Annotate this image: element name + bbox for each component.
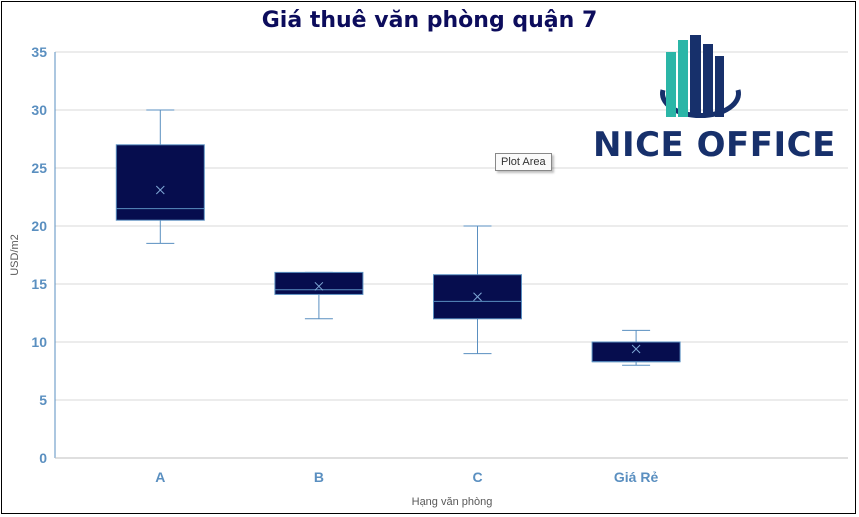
nice-office-logo [588, 30, 813, 165]
y-tick-label: 20 [31, 218, 47, 234]
x-tick-label: C [472, 469, 482, 485]
y-tick-label: 10 [31, 334, 47, 350]
mean-marker [314, 281, 324, 291]
y-tick-label: 5 [39, 392, 47, 408]
x-tick-label: B [314, 469, 324, 485]
y-axis-title: USD/m2 [9, 234, 21, 276]
y-tick-label: 35 [31, 44, 47, 60]
box [274, 271, 364, 295]
plot-area-tooltip: Plot Area [495, 153, 552, 171]
box [115, 144, 205, 221]
y-tick-label: 30 [31, 102, 47, 118]
chart-title: Giá thuê văn phòng quận 7 [261, 8, 598, 33]
logo-text: NICE OFFICE [593, 125, 836, 165]
mean-marker [631, 344, 641, 354]
y-tick-label: 0 [39, 450, 47, 466]
y-tick-label: 15 [31, 276, 47, 292]
x-tick-label: Giá Rẻ [614, 469, 659, 485]
mean-marker [155, 185, 165, 195]
box [591, 341, 681, 363]
x-axis-title: Hạng văn phòng [412, 496, 493, 508]
x-tick-label: A [155, 469, 165, 485]
building-icon [660, 35, 741, 119]
mean-marker [473, 292, 482, 302]
y-tick-label: 25 [31, 160, 47, 176]
